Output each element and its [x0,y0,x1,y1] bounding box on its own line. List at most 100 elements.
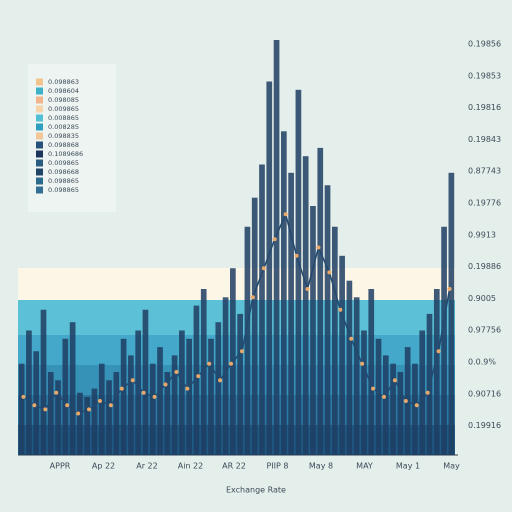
bar [310,206,316,455]
point [425,390,430,395]
y-tick-label: 0.19843 [468,135,501,144]
point [163,382,168,387]
x-tick-label: MAY [356,462,373,471]
bar [251,197,258,455]
y-tick-label: 0.19886 [468,262,501,271]
legend-label: 0.098604 [48,87,79,95]
bar [33,351,40,455]
legend-swatch [36,114,43,122]
bar [353,297,360,455]
legend-swatch [36,105,43,113]
y-tick-label: 0.90716 [468,389,501,398]
legend-label: 0.008285 [48,123,79,131]
bar [339,255,345,455]
bar [47,372,54,455]
bar [273,40,280,455]
bar [390,363,396,455]
bar [18,363,25,455]
legend-label: 0.098668 [48,168,79,176]
bar [281,131,287,456]
point [349,336,354,341]
point [152,394,157,399]
legend-swatch [36,186,43,194]
point [141,390,146,395]
bar [26,330,32,455]
bar [244,226,251,455]
legend-swatch [36,177,43,185]
bar [346,280,353,455]
point [305,287,310,291]
legend-label: 0.098863 [48,78,79,86]
line [23,212,451,415]
bar [331,226,338,455]
legend-swatch [36,78,43,86]
y-tick-label: 0.19853 [468,71,501,80]
bar [193,305,200,455]
bar [215,322,222,455]
point [87,407,92,412]
y-tick-label: 0.87743 [468,167,501,176]
x-axis-title: Exchange Rate [226,486,286,495]
bar [157,347,163,455]
point [207,361,212,366]
point [360,361,365,366]
legend-label: 0.009865 [48,105,79,113]
bar [128,355,134,455]
point [21,394,26,399]
x-tick-label: May 1 [396,462,420,471]
bar [120,338,127,455]
y-tick-label: 0.9005 [468,294,496,303]
legend-swatch [36,87,43,95]
bar [441,226,447,455]
x-tick-label: May [443,462,460,471]
bar [375,338,382,455]
point [392,378,397,383]
bar [368,289,375,455]
point [316,245,321,250]
bar [98,363,105,455]
y-tick-label: 0.19776 [468,199,501,208]
y-tick-label: 0.19816 [468,103,501,112]
legend-label: 0.098865 [48,186,79,194]
bar [266,81,273,455]
point [54,390,59,395]
point [174,370,179,374]
legend-label: 0.098835 [48,132,79,140]
bar [164,372,171,455]
point [294,253,299,258]
y-tick-label: 0.19856 [468,40,501,49]
point [229,361,234,366]
bar [448,172,455,456]
x-tick-label: APPR [50,462,71,471]
legend-swatch [36,123,43,131]
bar [361,330,367,455]
bar [149,363,156,455]
bar [55,380,61,455]
point [403,399,408,404]
bar [208,338,214,455]
bar [324,185,331,455]
point [65,403,70,408]
bar [91,388,98,455]
legend-label: 0.009865 [48,159,79,167]
point [283,212,288,217]
legend-swatch [36,168,43,176]
y-tick-label: 0.0.9% [468,358,496,367]
point [119,386,124,391]
bar [433,289,440,455]
bar [142,309,149,455]
point [97,399,102,404]
legend-swatch [36,132,43,140]
y-tick-label: 0.19916 [468,421,501,430]
bar [259,164,265,455]
bar [135,330,142,455]
legend-label: 0.098865 [48,177,79,185]
point [371,386,376,391]
point [239,349,244,354]
bar [200,289,207,455]
bar [40,309,47,455]
legend-swatch [36,159,43,167]
point [261,266,266,271]
y-tick-label: 0.9913 [468,230,496,239]
point [76,411,81,416]
